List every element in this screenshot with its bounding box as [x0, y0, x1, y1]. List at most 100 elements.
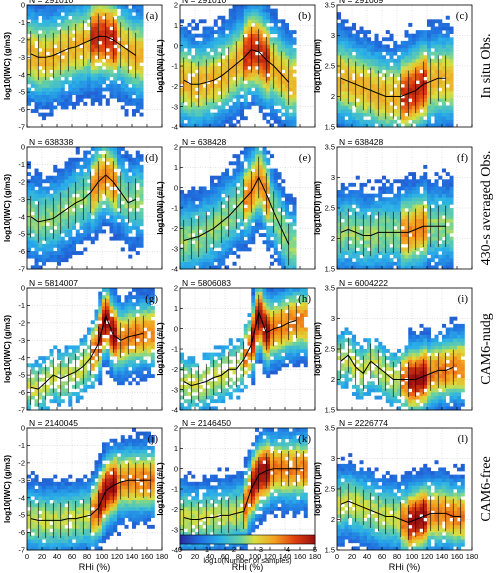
heatmap-cell: [90, 8, 95, 13]
heatmap-cell: [243, 37, 248, 42]
heatmap-cell: [64, 370, 69, 375]
heatmap-cell: [27, 91, 32, 96]
heatmap-cell: [427, 48, 432, 52]
heatmap-cell: [367, 58, 372, 63]
heatmap-cell: [288, 193, 293, 198]
heatmap-cell: [344, 225, 349, 230]
heatmap-cell: [389, 69, 394, 74]
heatmap-cell: [57, 22, 62, 27]
heatmap-cell: [98, 349, 103, 353]
heatmap-cell: [277, 94, 282, 99]
heatmap-cell: [434, 69, 439, 74]
heatmap-cell: [430, 62, 435, 67]
heatmap-cell: [363, 261, 368, 266]
heatmap-cell: [132, 168, 137, 173]
heatmap-cell: [348, 112, 353, 117]
heatmap-cell: [423, 233, 428, 238]
heatmap-cell: [442, 251, 447, 255]
heatmap-cell: [113, 12, 118, 17]
heatmap-cell: [277, 116, 282, 121]
heatmap-cell: [57, 229, 62, 234]
heatmap-cell: [102, 69, 107, 74]
heatmap-cell: [57, 80, 62, 85]
heatmap-cell: [195, 251, 200, 255]
heatmap-cell: [53, 8, 58, 13]
heatmap-cell: [419, 119, 424, 124]
heatmap-cell: [344, 94, 349, 99]
heatmap-cell: [79, 218, 84, 223]
heatmap-cell: [210, 204, 215, 209]
heatmap-cell: [221, 261, 226, 266]
heatmap-cell: [281, 87, 286, 92]
heatmap-cell: [109, 33, 114, 38]
heatmap-cell: [198, 73, 203, 78]
heatmap-cell: [206, 119, 211, 124]
heatmap-cell: [400, 119, 405, 124]
heatmap-cell: [277, 98, 282, 103]
heatmap-cell: [344, 193, 349, 198]
heatmap-cell: [415, 204, 420, 209]
heatmap-cell: [255, 164, 260, 169]
heatmap-cell: [408, 48, 413, 52]
heatmap-cell: [247, 193, 252, 198]
heatmap-cell: [217, 66, 222, 70]
heatmap-cell: [378, 119, 383, 124]
heatmap-cell: [135, 161, 140, 166]
heatmap-cell: [79, 51, 84, 56]
heatmap-cell: [385, 258, 390, 263]
heatmap-cell: [273, 112, 278, 117]
heatmap-cell: [363, 76, 368, 81]
heatmap-cell: [68, 55, 73, 60]
heatmap-cell: [423, 222, 428, 227]
heatmap-cell: [363, 94, 368, 99]
heatmap-cell: [378, 80, 383, 85]
heatmap-cell: [281, 247, 286, 252]
heatmap-cell: [285, 265, 290, 270]
heatmap-cell: [419, 73, 424, 78]
heatmap-cell: [344, 222, 349, 227]
heatmap-cell: [206, 254, 211, 259]
heatmap-cell: [243, 233, 248, 238]
heatmap-cell: [255, 55, 260, 60]
heatmap-cell: [393, 179, 398, 184]
heatmap-cell: [412, 40, 417, 45]
heatmap-cell: [79, 33, 84, 38]
heatmap-cell: [38, 200, 43, 205]
heatmap-cell: [87, 22, 92, 27]
heatmap-cell: [206, 105, 211, 110]
heatmap-cell: [270, 225, 275, 230]
heatmap-cell: [340, 247, 345, 252]
heatmap-cell: [232, 193, 237, 198]
heatmap-cell: [30, 240, 35, 245]
heatmap-cells: [337, 164, 454, 270]
heatmap-cell: [423, 73, 428, 78]
heatmap-cell: [132, 37, 137, 42]
heatmap-cell: [404, 55, 409, 60]
heatmap-cell: [232, 30, 237, 35]
heatmap-cell: [243, 222, 248, 227]
heatmap-cell: [53, 40, 58, 45]
heatmap-cell: [288, 66, 293, 70]
heatmap-cell: [34, 363, 39, 368]
heatmap-cell: [430, 258, 435, 263]
heatmap-cell: [109, 91, 114, 96]
heatmap-cell: [355, 69, 360, 74]
heatmap-cell: [128, 33, 133, 38]
heatmap-cell: [213, 51, 218, 56]
heatmap-cell: [348, 218, 353, 223]
heatmap-cell: [236, 44, 241, 49]
heatmap-cell: [389, 76, 394, 81]
heatmap-cell: [79, 58, 84, 63]
heatmap-cell: [187, 265, 192, 270]
heatmap-cell: [281, 179, 286, 184]
heatmap-cell: [408, 94, 413, 99]
heatmap-cell: [367, 265, 372, 270]
heatmap-cell: [393, 62, 398, 67]
heatmap-cell: [124, 175, 129, 180]
heatmap-cell: [337, 109, 342, 113]
heatmap-cell: [240, 204, 245, 209]
heatmap-cell: [98, 197, 103, 202]
heatmap-cell: [206, 193, 211, 198]
heatmap-cell: [277, 240, 282, 245]
heatmap-cell: [415, 229, 420, 234]
